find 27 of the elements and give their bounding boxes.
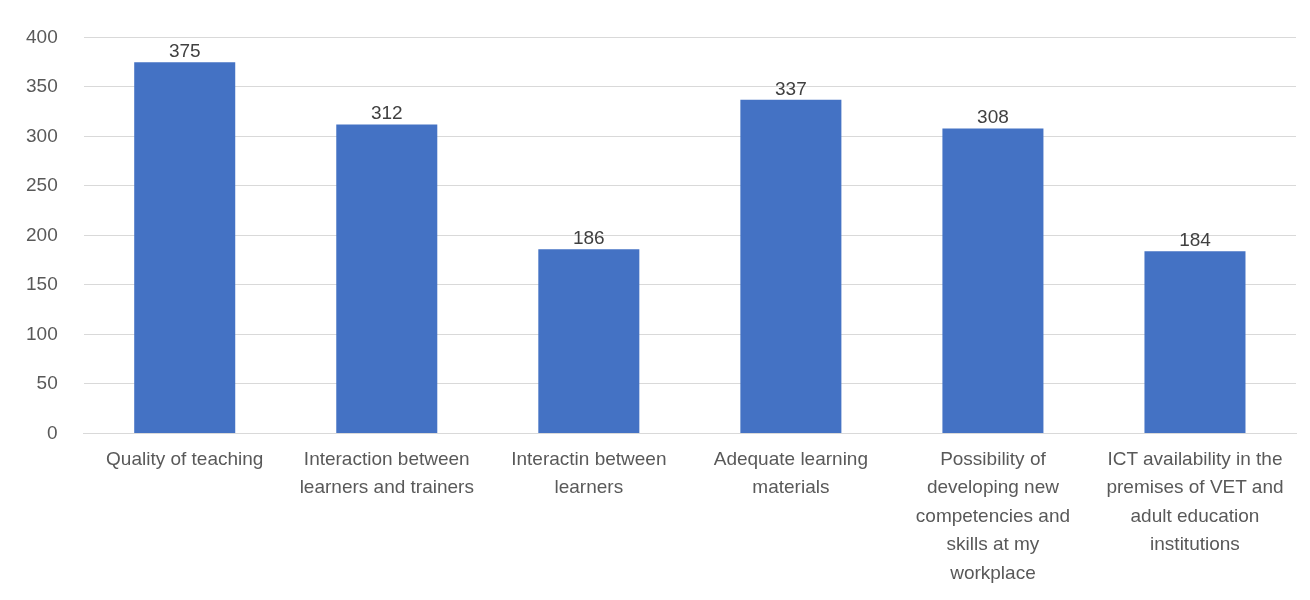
data-label: 186	[572, 227, 605, 249]
data-label: 375	[168, 39, 201, 61]
data-label: 184	[1179, 229, 1212, 251]
x-tick-label: ICT availability in the premises of VET and adult education institutions	[1106, 447, 1284, 555]
bar	[740, 99, 842, 433]
x-tick-label: Adequate learning materials	[713, 447, 868, 498]
y-tick-label: 400	[26, 25, 58, 47]
y-tick-label: 0	[47, 421, 58, 443]
data-label: 308	[977, 106, 1009, 128]
bar	[134, 62, 236, 433]
x-tick-label: Quality of teaching	[106, 447, 264, 469]
y-tick-label: 300	[26, 124, 58, 146]
y-tick-label: 100	[26, 322, 58, 344]
x-tick-label: Possibility of developing new competencies and skills at my workplace	[915, 447, 1071, 583]
y-tick-label: 350	[26, 75, 58, 97]
x-tick-label: Interaction between learners and trainers	[299, 447, 474, 498]
data-label: 312	[370, 102, 403, 124]
data-label: 337	[775, 77, 807, 99]
y-tick-label: 250	[26, 174, 58, 196]
bar	[336, 124, 438, 433]
bar	[942, 128, 1044, 433]
y-tick-label: 150	[26, 273, 58, 295]
x-tick-label: Interactin between learners	[511, 447, 667, 498]
bar	[538, 249, 640, 433]
bar	[1144, 251, 1246, 433]
y-tick-label: 50	[36, 372, 58, 394]
y-tick-label: 200	[26, 223, 58, 245]
